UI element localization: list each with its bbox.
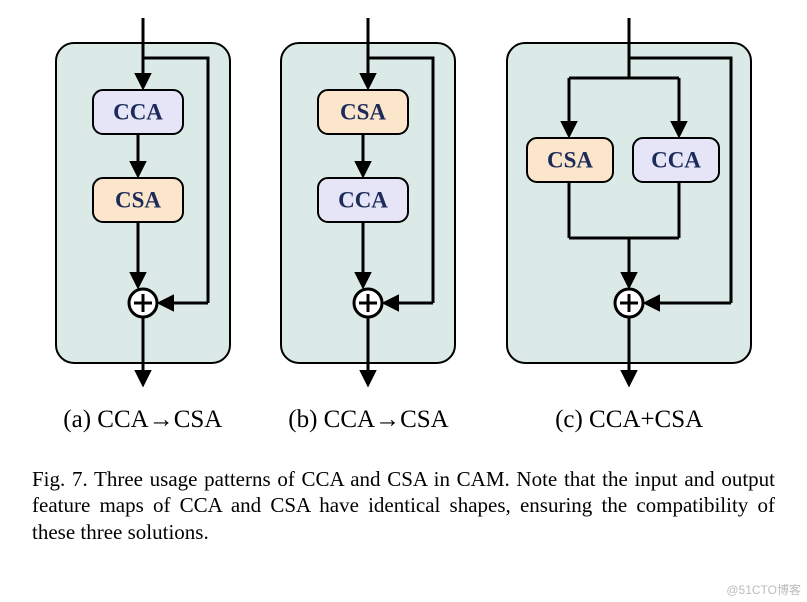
panel-b-wrap: CSA CCA (b) CCA→CSA bbox=[273, 18, 463, 434]
node-cca-label: CCA bbox=[651, 147, 701, 172]
node-cca-label: CCA bbox=[113, 99, 163, 124]
node-cca-label: CCA bbox=[339, 187, 389, 212]
caption-c: (c) CCA+CSA bbox=[555, 406, 703, 434]
panel-a: CCA CSA bbox=[48, 18, 238, 388]
panel-c-svg: CSA CCA bbox=[499, 18, 759, 388]
panel-b: CSA CCA bbox=[273, 18, 463, 388]
panel-c-wrap: CSA CCA (c) CCA+CSA bbox=[499, 18, 759, 434]
panel-a-wrap: CCA CSA (a) CCA→CSA bbox=[48, 18, 238, 434]
panel-a-svg: CCA CSA bbox=[48, 18, 238, 388]
node-csa-label: CSA bbox=[547, 147, 593, 172]
panel-b-svg: CSA CCA bbox=[273, 18, 463, 388]
node-csa-label: CSA bbox=[115, 187, 161, 212]
diagram-row: CCA CSA (a) CCA→CSA bbox=[0, 0, 807, 434]
caption-b: (b) CCA→CSA bbox=[288, 406, 448, 434]
caption-a: (a) CCA→CSA bbox=[63, 406, 222, 434]
node-csa-label: CSA bbox=[340, 99, 386, 124]
figure-caption: Fig. 7. Three usage patterns of CCA and … bbox=[0, 466, 807, 545]
watermark-text: @51CTO博客 bbox=[726, 581, 801, 598]
panel-c: CSA CCA bbox=[499, 18, 759, 388]
